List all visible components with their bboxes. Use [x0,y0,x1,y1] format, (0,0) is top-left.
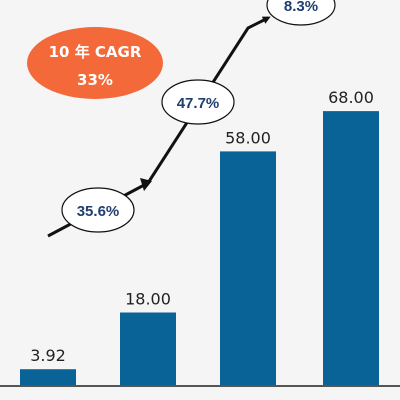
bar-1 [20,369,76,385]
cagr-badge-value: 33% [77,71,113,89]
growth-label-1: 35.6% [61,187,135,233]
bar-value-label-1: 3.92 [30,346,66,365]
trend-arrowhead-1 [140,178,152,191]
growth-bubble-1 [61,187,135,233]
growth-text-3: 8.3% [284,0,318,15]
cagr-badge-shape [27,27,163,99]
bar-2 [120,312,176,385]
growth-label-2: 47.7% [161,79,235,125]
value-labels: 3.92 18.00 58.00 68.00 [30,88,374,365]
bar-4 [323,111,379,385]
bar-value-label-4: 68.00 [328,88,374,107]
growth-label-3: 8.3% [266,0,336,26]
bar-series [20,111,379,385]
bar-value-label-3: 58.00 [225,128,271,147]
cagr-badge: 10 年 CAGR 33% [27,27,163,99]
bar-3 [220,151,276,385]
growth-bubble-3 [266,0,336,26]
growth-text-1: 35.6% [77,203,120,220]
cagr-badge-title: 10 年 CAGR [49,43,142,61]
growth-text-2: 47.7% [177,95,220,112]
bar-value-label-2: 18.00 [125,290,171,309]
growth-bubble-2 [161,79,235,125]
